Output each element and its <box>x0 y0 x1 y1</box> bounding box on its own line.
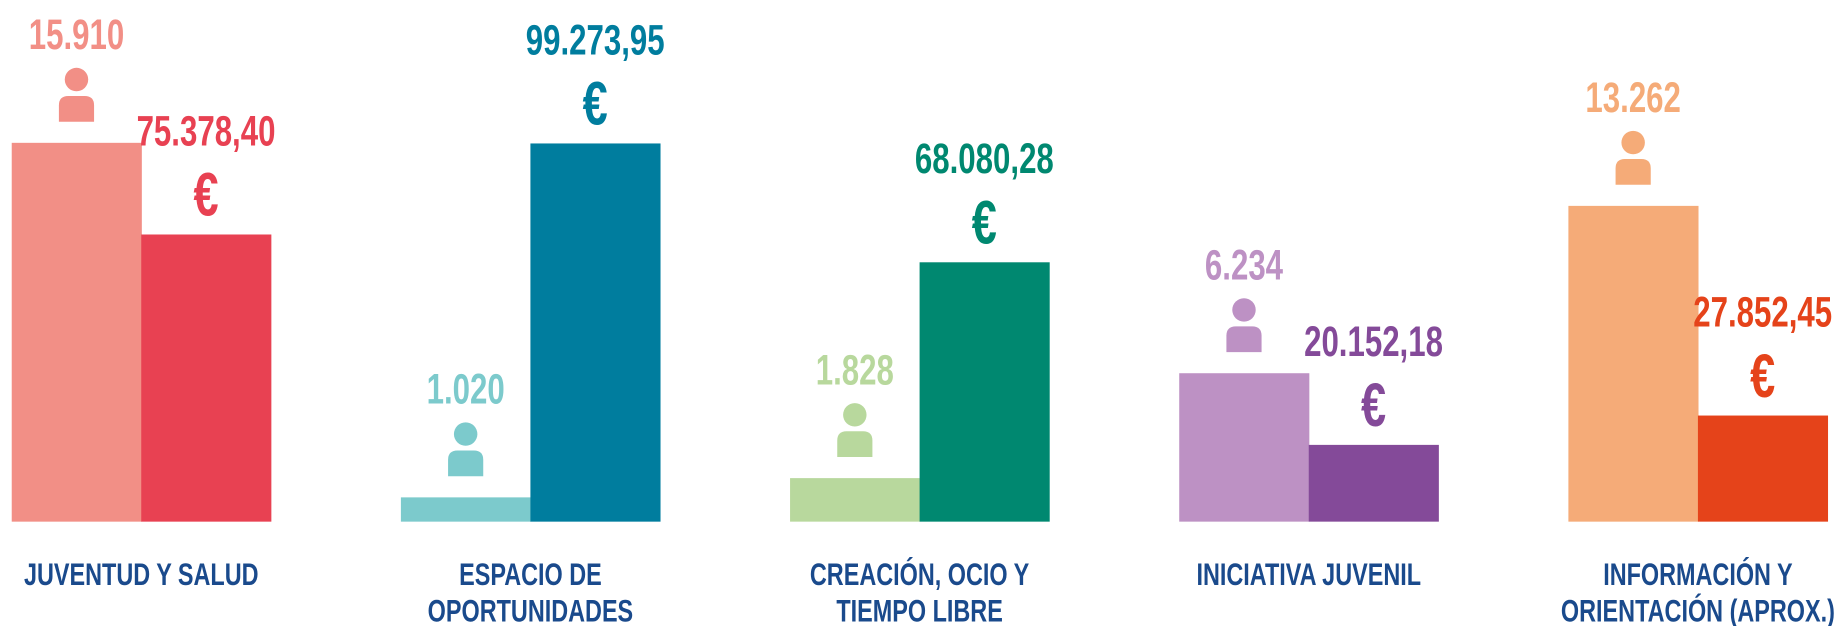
person-body <box>58 95 95 122</box>
category-label: INFORMACIÓN Y <box>1603 557 1793 592</box>
person-body <box>1226 326 1262 353</box>
bar <box>530 143 661 522</box>
unit-symbol: € <box>583 70 608 138</box>
person-head <box>843 403 867 427</box>
category-label: OPORTUNIDADES <box>428 593 634 626</box>
category-label: INICIATIVA JUVENIL <box>1196 557 1421 592</box>
value-label: 75.378,40 <box>137 107 276 155</box>
bar <box>1179 373 1310 522</box>
unit-symbol: € <box>1750 342 1775 410</box>
person-icon <box>837 403 873 458</box>
bar <box>919 262 1050 522</box>
person-body <box>448 450 484 477</box>
bar <box>1308 444 1439 522</box>
unit-symbol: € <box>972 189 997 257</box>
person-head <box>453 422 478 446</box>
category-label: TIEMPO LIBRE <box>836 593 1002 626</box>
category-label: JUVENTUD Y SALUD <box>24 557 259 592</box>
person-body <box>1615 158 1651 185</box>
unit-symbol: € <box>1361 372 1386 440</box>
bar <box>1568 205 1699 522</box>
value-label: 68.080,28 <box>915 135 1054 183</box>
category-label: ESPACIO DE <box>459 557 602 592</box>
person-icon <box>1226 298 1262 353</box>
person-head <box>1232 298 1256 322</box>
value-label: 15.910 <box>29 10 124 58</box>
value-label: 13.262 <box>1585 73 1680 121</box>
value-label: 6.234 <box>1205 241 1283 289</box>
person-head <box>1621 130 1645 155</box>
bar <box>790 478 921 522</box>
person-icon <box>58 67 95 122</box>
bar <box>11 142 142 522</box>
value-label: 1.020 <box>427 365 505 413</box>
bar <box>1697 415 1829 522</box>
unit-symbol: € <box>193 161 218 229</box>
person-icon <box>1615 130 1651 185</box>
value-label: 27.852,45 <box>1693 288 1832 336</box>
bar <box>141 234 272 522</box>
person-body <box>837 431 873 458</box>
value-label: 99.273,95 <box>526 16 665 64</box>
bar <box>400 497 532 522</box>
person-icon <box>448 422 484 477</box>
value-label: 1.828 <box>816 346 894 394</box>
person-head <box>64 67 89 92</box>
category-label: ORIENTACIÓN (APROX.) <box>1561 593 1835 626</box>
category-label: CREACIÓN, OCIO Y <box>810 557 1030 592</box>
value-label: 20.152,18 <box>1304 317 1443 365</box>
